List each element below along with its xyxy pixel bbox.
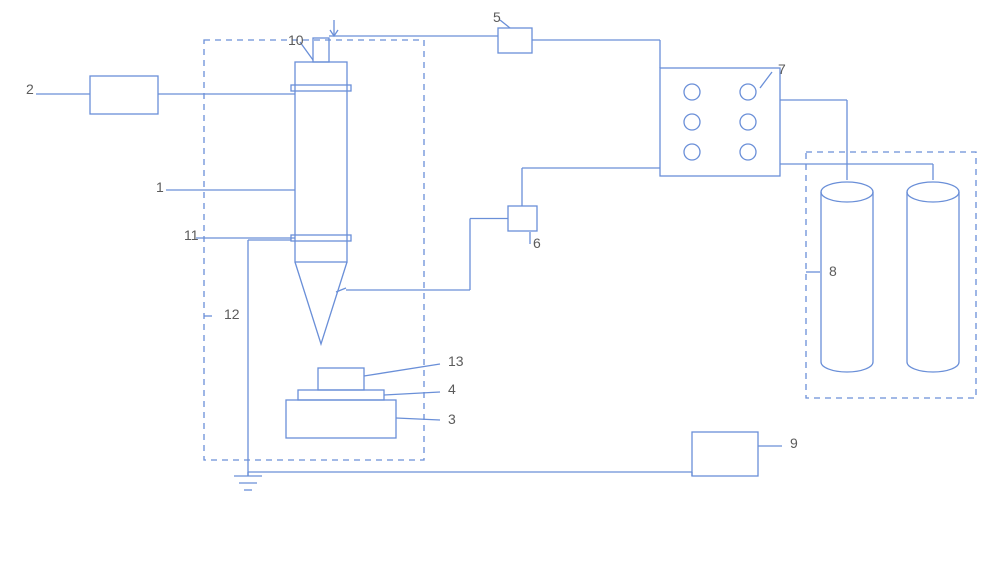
label-2: 2 (26, 81, 34, 97)
label-11: 11 (184, 227, 199, 243)
schematic-diagram: 12345678910111213 (0, 0, 1000, 563)
label-5: 5 (493, 9, 501, 25)
label-3: 3 (448, 411, 456, 427)
label-13: 13 (448, 353, 464, 369)
label-10: 10 (288, 32, 304, 48)
label-7: 7 (778, 61, 786, 77)
label-1: 1 (156, 179, 164, 195)
label-4: 4 (448, 381, 456, 397)
label-8: 8 (829, 263, 837, 279)
label-6: 6 (533, 235, 541, 251)
label-12: 12 (224, 306, 240, 322)
label-9: 9 (790, 435, 798, 451)
